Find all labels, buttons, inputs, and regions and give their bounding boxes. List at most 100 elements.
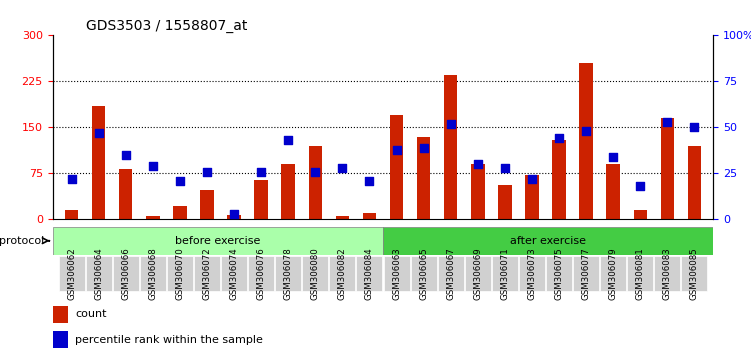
FancyBboxPatch shape [492, 256, 518, 291]
Point [282, 137, 294, 143]
Point [119, 152, 131, 158]
Text: GSM306063: GSM306063 [392, 247, 401, 300]
Bar [173, 206, 187, 219]
Bar [634, 210, 647, 219]
Text: GSM306076: GSM306076 [257, 247, 266, 300]
Point [309, 169, 321, 175]
Bar [92, 106, 105, 219]
Bar [661, 118, 674, 219]
Text: GSM306082: GSM306082 [338, 247, 347, 300]
Point [363, 178, 376, 184]
Point [580, 128, 592, 134]
Bar [363, 213, 376, 219]
Point [391, 147, 403, 152]
Point [635, 183, 647, 189]
Text: GSM306080: GSM306080 [311, 247, 320, 300]
Point [174, 178, 186, 184]
FancyBboxPatch shape [53, 227, 383, 255]
FancyBboxPatch shape [654, 256, 680, 291]
FancyBboxPatch shape [167, 256, 193, 291]
FancyBboxPatch shape [465, 256, 491, 291]
Bar [53, 331, 68, 348]
Bar [309, 146, 322, 219]
FancyBboxPatch shape [194, 256, 220, 291]
FancyBboxPatch shape [140, 256, 166, 291]
Bar [444, 75, 457, 219]
Point [228, 211, 240, 217]
Text: before exercise: before exercise [175, 236, 261, 246]
Text: GSM306062: GSM306062 [67, 247, 76, 300]
Text: GSM306083: GSM306083 [663, 247, 672, 300]
Bar [417, 137, 430, 219]
Text: protocol: protocol [0, 236, 45, 246]
Text: GSM306068: GSM306068 [148, 247, 157, 300]
Text: GSM306070: GSM306070 [176, 247, 185, 300]
FancyBboxPatch shape [248, 256, 274, 291]
Text: GSM306065: GSM306065 [419, 247, 428, 300]
FancyBboxPatch shape [411, 256, 436, 291]
Text: after exercise: after exercise [510, 236, 587, 246]
FancyBboxPatch shape [330, 256, 355, 291]
Bar [607, 164, 620, 219]
Text: GSM306079: GSM306079 [609, 247, 618, 300]
Text: percentile rank within the sample: percentile rank within the sample [75, 335, 263, 345]
Bar [525, 175, 538, 219]
Point [336, 165, 348, 171]
Point [526, 176, 538, 182]
Point [418, 145, 430, 150]
Bar [688, 146, 701, 219]
Text: GSM306081: GSM306081 [636, 247, 645, 300]
Point [689, 125, 701, 130]
FancyBboxPatch shape [357, 256, 382, 291]
Point [146, 163, 158, 169]
Text: GSM306069: GSM306069 [473, 247, 482, 300]
FancyBboxPatch shape [573, 256, 599, 291]
Point [553, 136, 565, 141]
FancyBboxPatch shape [681, 256, 707, 291]
Point [445, 121, 457, 127]
Bar [471, 164, 484, 219]
FancyBboxPatch shape [600, 256, 626, 291]
Point [662, 119, 674, 125]
FancyBboxPatch shape [113, 256, 139, 291]
Text: GSM306066: GSM306066 [121, 247, 130, 300]
Point [608, 154, 620, 160]
Point [201, 169, 213, 175]
FancyBboxPatch shape [59, 256, 85, 291]
Bar [146, 216, 159, 219]
Text: GSM306071: GSM306071 [500, 247, 509, 300]
Bar [498, 184, 511, 219]
Text: GSM306085: GSM306085 [690, 247, 699, 300]
Text: GSM306072: GSM306072 [203, 247, 212, 300]
Text: GDS3503 / 1558807_at: GDS3503 / 1558807_at [86, 19, 247, 33]
FancyBboxPatch shape [384, 256, 409, 291]
Bar [390, 115, 403, 219]
Text: GSM306078: GSM306078 [284, 247, 293, 300]
Bar [119, 169, 132, 219]
FancyBboxPatch shape [86, 256, 112, 291]
Bar [336, 216, 349, 219]
FancyBboxPatch shape [275, 256, 301, 291]
Bar [53, 306, 68, 323]
Bar [255, 179, 268, 219]
Text: GSM306084: GSM306084 [365, 247, 374, 300]
Bar [65, 210, 78, 219]
Text: GSM306075: GSM306075 [554, 247, 563, 300]
FancyBboxPatch shape [221, 256, 247, 291]
Bar [552, 140, 566, 219]
Text: GSM306073: GSM306073 [527, 247, 536, 300]
Text: GSM306067: GSM306067 [446, 247, 455, 300]
Bar [201, 190, 214, 219]
Text: count: count [75, 309, 107, 319]
Point [92, 130, 104, 136]
FancyBboxPatch shape [546, 256, 572, 291]
FancyBboxPatch shape [438, 256, 463, 291]
Bar [579, 63, 593, 219]
Bar [282, 164, 295, 219]
FancyBboxPatch shape [519, 256, 545, 291]
Point [472, 161, 484, 167]
Text: GSM306077: GSM306077 [581, 247, 590, 300]
Point [499, 165, 511, 171]
Point [65, 176, 77, 182]
Bar [228, 215, 241, 219]
